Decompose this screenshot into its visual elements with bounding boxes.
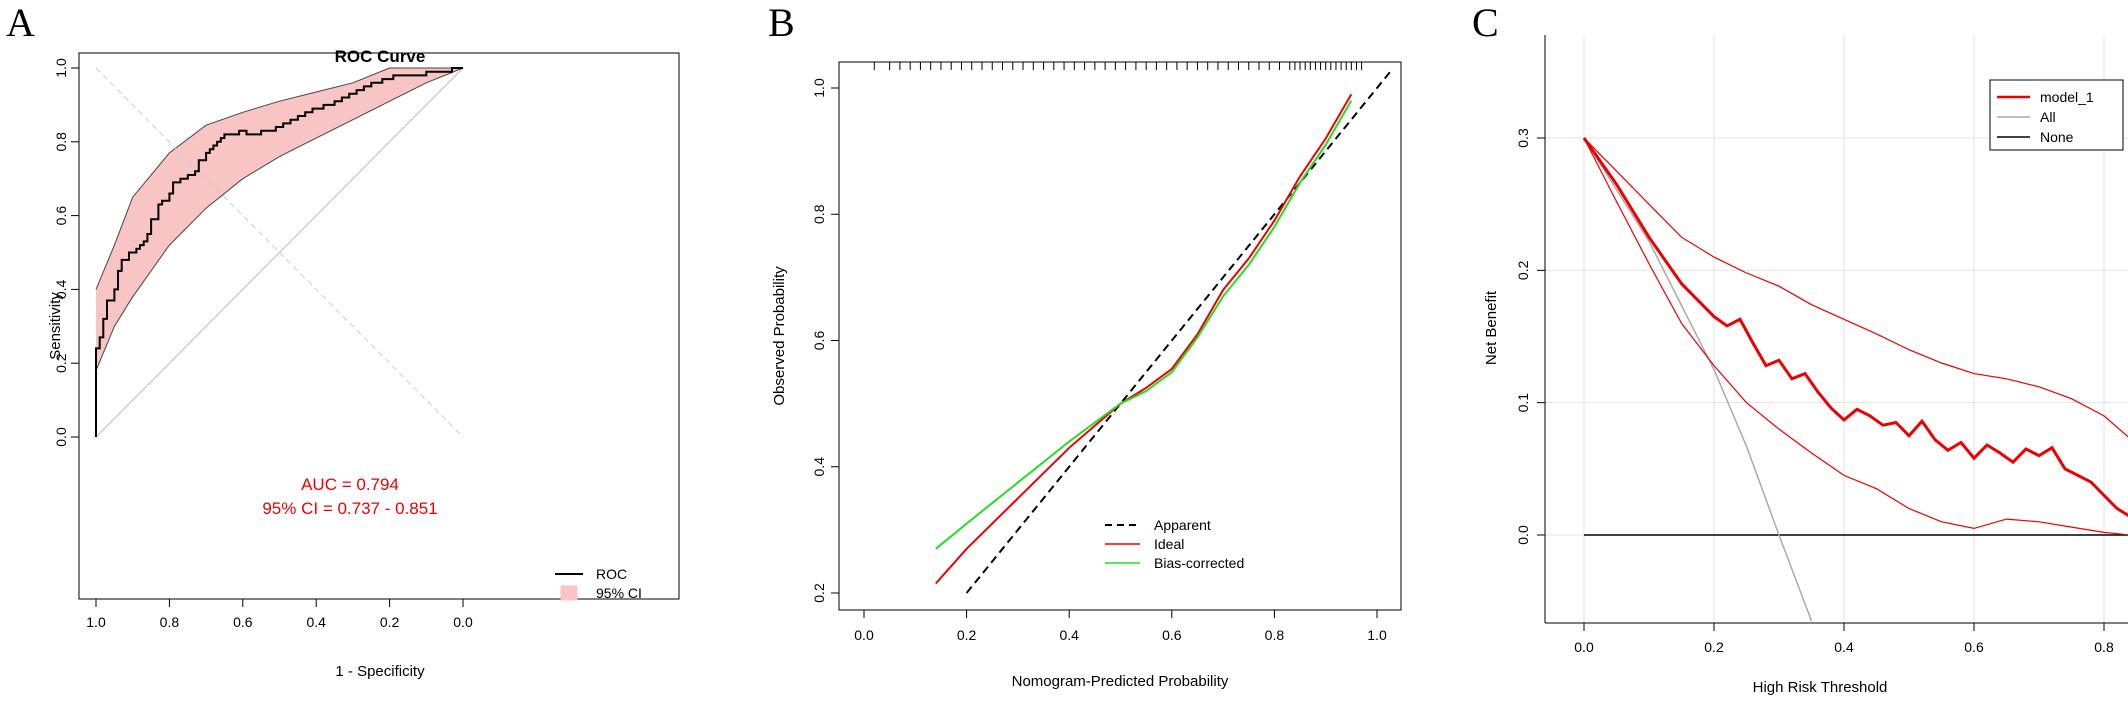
calibration-x-tick-label: 1.0 [1367,627,1387,643]
dca-x-tick-label: 0.6 [1964,639,1984,655]
calibration-y-tick-label: 0.2 [811,583,827,603]
dca-x-tick-label: 0.2 [1704,639,1724,655]
roc-auc-annotation: AUC = 0.794 [301,475,399,494]
dca-x-tick-label: 0.8 [2094,639,2114,655]
calibration-x-tick-label: 0.8 [1265,627,1285,643]
legend-roc-label: ROC [596,566,627,582]
calibration-y-tick-label: 0.4 [811,457,827,477]
roc-y-tick-label: 0.4 [53,279,69,299]
roc-ci-band [96,68,463,371]
legend-all-label: All [2040,109,2056,125]
roc-x-tick-label: 0.4 [306,614,326,630]
dca-y-tick-label: 0.2 [1515,260,1531,280]
legend-none-label: None [2040,129,2074,145]
roc-plot-area: 1.0 0.8 0.6 0.4 0.2 0.0 0.0 0.2 0.4 0.6 0.8 1.0 [53,58,473,630]
calibration-y-axis-title: Observed Probability [771,266,788,406]
calibration-bias-corrected-line [935,100,1353,550]
roc-x-tick-label: 0.8 [160,614,180,630]
calibration-apparent-line [965,68,1394,594]
calibration-x-tick-label: 0.6 [1162,627,1182,643]
roc-x-tick-label: 1.0 [86,614,106,630]
roc-plot-frame [78,52,680,600]
calibration-plot-area: 0.0 0.2 0.4 0.6 0.8 1.0 0.2 0.4 0.6 0.8 1.0 [811,62,1394,643]
dca-legend: model_1 All None [1989,79,2124,151]
calibration-x-axis-title: Nomogram-Predicted Probability [1012,673,1229,690]
panel-c: C 0.0 0.2 0.4 0.6 0.8 0.0 0.1 0.2 0.3 High Risk … [1472,0,2128,696]
roc-curve [95,67,463,437]
dca-y-tick-label: 0.1 [1515,393,1531,413]
roc-ci-lower-line [95,67,464,371]
calibration-plot-frame [838,61,1402,611]
calibration-y-tick-label: 0.8 [811,204,827,224]
legend-bias-corrected-label: Bias-corrected [1154,555,1244,571]
legend-ci-label: 95% CI [596,585,642,601]
roc-x-axis-title: 1 - Specificity [335,663,425,680]
panel-c-letter: C [1472,0,1499,45]
dca-y-tick-label: 0.3 [1515,128,1531,148]
dca-model-line [1582,137,2128,518]
calibration-legend: Apparent Ideal Bias-corrected [1105,517,1244,571]
roc-y-axis-title: Sensitivity [47,292,64,360]
dca-y-axis-title: Net Benefit [1483,290,1500,365]
roc-x-tick-label: 0.2 [380,614,400,630]
dca-x-tick-label: 0.0 [1574,639,1594,655]
calibration-y-tick-label: 0.6 [811,331,827,351]
dca-x-tick-label: 0.4 [1834,639,1854,655]
calibration-x-tick-label: 0.0 [854,627,874,643]
roc-x-tick-label: 0.6 [233,614,253,630]
calibration-x-tick-label: 0.4 [1059,627,1079,643]
roc-y-tick-label: 0.8 [53,132,69,152]
dca-all-line [1583,137,1813,622]
dca-model-lower-ci [1583,137,2128,536]
roc-x-tick-label: 0.0 [453,614,473,630]
dca-legend-box [1989,79,2124,151]
calibration-x-tick-label: 0.2 [957,627,977,643]
dca-model-upper-ci [1583,137,2128,438]
legend-ideal-label: Ideal [1154,536,1184,552]
calibration-y-tick-label: 1.0 [811,78,827,98]
roc-y-tick-label: 1.0 [53,58,69,78]
calibration-ideal-line [935,93,1353,585]
legend-ci-swatch [560,585,578,601]
roc-y-tick-label: 0.0 [53,427,69,447]
panel-a-letter: A [6,0,35,45]
roc-ci-annotation: 95% CI = 0.737 - 0.851 [262,499,437,518]
panel-b: B 0.0 0.2 0.4 0.6 0.8 1.0 0.2 0.4 0.6 0.8 1.0 Nomo… [768,0,1402,690]
roc-legend: ROC 95% CI [555,566,642,601]
dca-x-axis-title: High Risk Threshold [1753,679,1888,696]
dca-y-tick-label: 0.0 [1515,525,1531,545]
roc-ci-upper-line [95,67,463,290]
legend-apparent-label: Apparent [1154,517,1211,533]
roc-title: ROC Curve [335,47,426,66]
panel-a: A ROC Curve 1.0 0.8 0.6 0.4 0.2 0.0 0.0 0.2 0.4 0… [6,0,680,680]
roc-y-tick-label: 0.6 [53,206,69,226]
panel-b-letter: B [768,0,795,45]
roc-y-tick-label: 0.2 [53,353,69,373]
roc-anti-diagonal [95,67,464,438]
legend-model-label: model_1 [2040,89,2094,105]
